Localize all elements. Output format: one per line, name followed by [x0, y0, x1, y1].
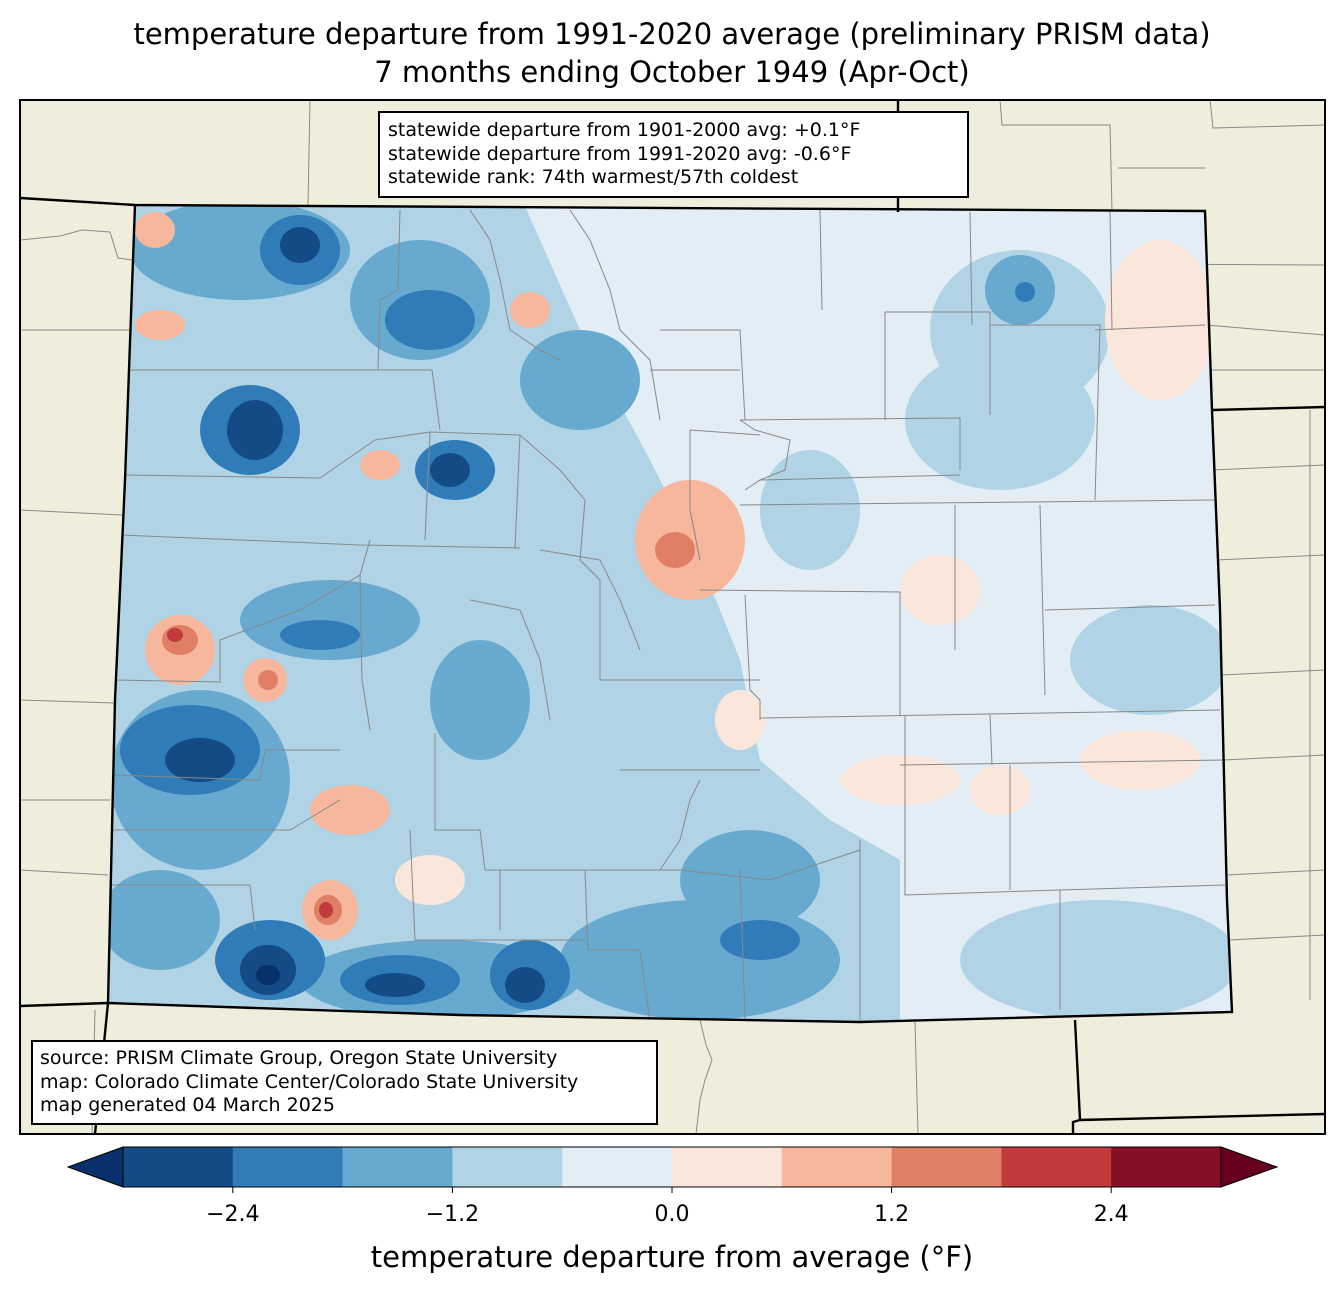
stats-line-3: statewide rank: 74th warmest/57th coldes…	[388, 166, 799, 188]
colorbar-segment	[342, 1147, 453, 1187]
map-title-line1: temperature departure from 1991-2020 ave…	[133, 17, 1211, 51]
stats-line-1: statewide departure from 1901-2000 avg: …	[388, 119, 861, 141]
colorbar-tick-label: 2.4	[1094, 1202, 1129, 1227]
source-line-1: source: PRISM Climate Group, Oregon Stat…	[40, 1047, 558, 1069]
temperature-field	[108, 205, 1232, 1022]
colorbar-tick-label: 0.0	[655, 1202, 690, 1227]
map-title-line2: 7 months ending October 1949 (Apr-Oct)	[374, 55, 970, 89]
colorbar-extend-high	[1220, 1146, 1279, 1188]
colorbar-segment	[891, 1147, 1002, 1187]
source-line-3: map generated 04 March 2025	[40, 1094, 335, 1116]
colorbar-segment	[562, 1147, 673, 1187]
colorbar-tick-label: 1.2	[874, 1202, 909, 1227]
colorbar-tick-label: −1.2	[426, 1202, 479, 1227]
colorbar-segment	[781, 1147, 893, 1187]
source-credit-box: source: PRISM Climate Group, Oregon Stat…	[31, 1040, 658, 1125]
colorbar-tick-label: −2.4	[206, 1202, 259, 1227]
colorbar-segment	[1001, 1147, 1112, 1187]
colorbar-segment	[123, 1147, 234, 1187]
colorbar: −2.4 −1.2 0.0 1.2 2.4	[66, 1146, 1279, 1227]
colorbar-segment	[672, 1147, 783, 1187]
map-frame	[19, 99, 1326, 1135]
colorbar-label: temperature departure from average (°F)	[370, 1240, 974, 1274]
stats-line-2: statewide departure from 1991-2020 avg: …	[388, 142, 852, 165]
county-lines	[108, 209, 1226, 1021]
colorbar-segment	[1111, 1147, 1222, 1187]
colorbar-extend-low	[66, 1146, 124, 1188]
colorbar-segment	[232, 1147, 344, 1187]
statewide-stats-box: statewide departure from 1901-2000 avg: …	[378, 111, 969, 198]
colorbar-segment	[452, 1147, 563, 1187]
source-line-2: map: Colorado Climate Center/Colorado St…	[40, 1070, 579, 1093]
